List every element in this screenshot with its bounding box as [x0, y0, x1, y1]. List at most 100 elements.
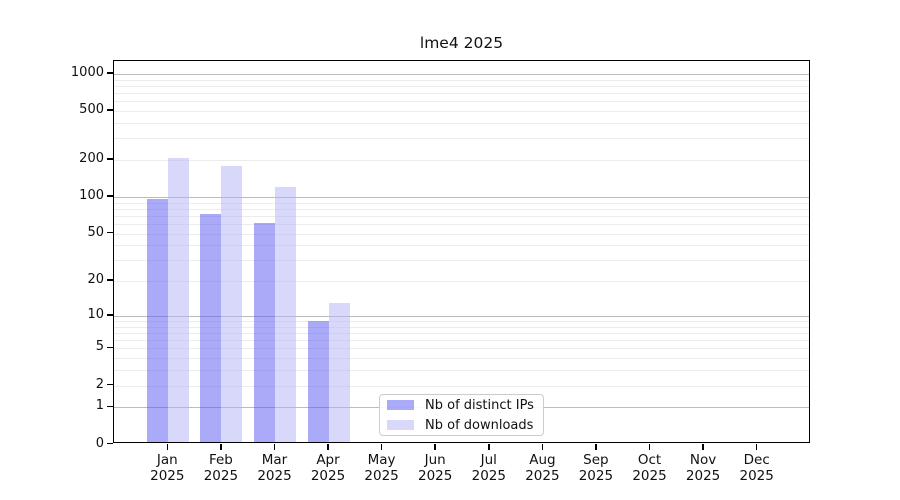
- y-tick-mark-0: [107, 442, 113, 445]
- x-tick-mark-nov: [702, 444, 704, 450]
- gridline-minor-70: [114, 215, 809, 217]
- x-tick-label-apr: Apr 2025: [300, 452, 356, 484]
- gridline-minor-30: [114, 260, 809, 262]
- x-tick-label-may: May 2025: [354, 452, 410, 484]
- legend-row-distinct-ips: Nb of distinct IPs: [380, 396, 543, 414]
- x-tick-mark-jun: [434, 444, 436, 450]
- x-tick-mark-may: [380, 444, 383, 450]
- x-tick-year-sep: 2025: [578, 468, 614, 484]
- x-tick-year-jul: 2025: [471, 468, 506, 484]
- gridline-minor-80: [114, 208, 809, 210]
- gridline-minor-500: [114, 111, 809, 113]
- chart-title: lme4 2025: [419, 34, 504, 52]
- x-tick-mark-apr: [327, 444, 329, 450]
- legend-swatch-downloads: [387, 420, 414, 430]
- y-tick-label-1000: 1000: [70, 64, 104, 80]
- x-tick-label-aug: Aug 2025: [514, 452, 570, 484]
- y-tick-label-1: 1: [95, 398, 104, 414]
- x-tick-mark-jan: [166, 444, 169, 450]
- x-tick-mark-sep: [595, 444, 597, 450]
- gridline-major-10: [114, 315, 809, 317]
- gridlines-layer: [114, 61, 809, 442]
- gridline-minor-90: [114, 202, 809, 204]
- gridline-minor-7: [114, 333, 809, 334]
- gridline-minor-60: [114, 224, 809, 225]
- gridline-minor-400: [114, 123, 809, 124]
- x-tick-label-feb: Feb 2025: [193, 452, 249, 484]
- x-tick-mark-mar: [273, 444, 276, 450]
- y-tick-mark-500: [107, 109, 113, 111]
- x-tick-month-jul: Jul: [480, 452, 497, 468]
- gridline-major-1000: [114, 73, 809, 75]
- x-tick-label-sep: Sep 2025: [568, 452, 624, 484]
- x-tick-mark-feb: [220, 444, 222, 450]
- x-tick-month-jun: Jun: [424, 452, 446, 468]
- bar-nb-of-downloads-jan: [167, 158, 189, 443]
- gridline-major-100: [114, 197, 809, 198]
- y-tick-mark-1: [107, 405, 113, 408]
- x-tick-year-nov: 2025: [685, 468, 721, 484]
- x-tick-mark-jul: [488, 444, 490, 450]
- gridline-minor-900: [114, 79, 809, 81]
- x-tick-year-apr: 2025: [310, 468, 346, 484]
- y-tick-mark-100: [107, 195, 113, 197]
- x-tick-label-dec: Dec 2025: [729, 452, 785, 484]
- x-tick-label-jul: Jul 2025: [461, 452, 517, 484]
- x-tick-month-oct: Oct: [637, 452, 662, 468]
- bar-nb-of-downloads-apr: [328, 303, 350, 443]
- x-tick-mark-oct: [648, 444, 651, 450]
- y-tick-label-0: 0: [95, 435, 104, 451]
- y-tick-mark-1000: [107, 72, 113, 74]
- bar-nb-of-downloads-feb: [221, 166, 243, 443]
- y-tick-mark-20: [107, 279, 113, 281]
- x-tick-year-jun: 2025: [418, 468, 453, 484]
- gridline-minor-50: [114, 233, 809, 235]
- bar-nb-of-distinct-ips-apr: [307, 321, 329, 443]
- legend: Nb of distinct IPs Nb of downloads: [379, 394, 544, 436]
- bar-nb-of-distinct-ips-mar: [254, 223, 275, 443]
- bar-nb-of-distinct-ips-jan: [146, 198, 168, 443]
- x-tick-month-dec: Dec: [743, 452, 770, 468]
- x-tick-mark-dec: [755, 444, 758, 450]
- y-tick-label-100: 100: [79, 188, 104, 203]
- legend-row-downloads: Nb of downloads: [380, 416, 543, 434]
- x-tick-label-jan: Jan 2025: [139, 452, 195, 484]
- y-tick-mark-50: [107, 231, 113, 234]
- gridline-minor-40: [114, 245, 809, 247]
- gridline-minor-3: [114, 370, 809, 372]
- x-tick-label-mar: Mar 2025: [247, 452, 303, 484]
- x-tick-month-jan: Jan: [156, 452, 178, 468]
- y-tick-label-20: 20: [87, 272, 104, 288]
- plot-area: [113, 60, 810, 443]
- gridline-minor-20: [114, 281, 809, 283]
- x-tick-year-oct: 2025: [632, 468, 667, 484]
- x-tick-label-oct: Oct 2025: [622, 452, 678, 484]
- y-tick-label-5: 5: [95, 339, 104, 355]
- x-tick-year-feb: 2025: [203, 468, 239, 484]
- y-tick-mark-10: [107, 314, 113, 316]
- gridline-minor-9: [114, 321, 809, 322]
- legend-label-distinct-ips: Nb of distinct IPs: [425, 397, 534, 413]
- gridline-minor-800: [114, 85, 809, 87]
- bars-layer: [114, 61, 809, 443]
- y-tick-mark-200: [107, 158, 113, 160]
- gridline-minor-200: [114, 160, 809, 162]
- bar-nb-of-distinct-ips-feb: [200, 214, 222, 443]
- y-tick-label-10: 10: [87, 306, 104, 322]
- legend-swatch-distinct-ips: [387, 400, 414, 410]
- x-tick-label-nov: Nov 2025: [675, 452, 731, 484]
- gridline-minor-8: [114, 326, 809, 328]
- x-tick-year-aug: 2025: [525, 468, 560, 484]
- x-tick-mark-aug: [541, 444, 544, 450]
- x-tick-month-mar: Mar: [261, 452, 288, 468]
- bar-nb-of-downloads-mar: [275, 186, 296, 443]
- x-tick-month-sep: Sep: [583, 452, 609, 468]
- gridline-minor-5: [114, 348, 809, 350]
- x-tick-month-aug: Aug: [529, 452, 556, 468]
- x-tick-year-dec: 2025: [739, 468, 774, 484]
- x-tick-year-may: 2025: [364, 468, 399, 484]
- gridline-minor-2: [114, 385, 809, 387]
- y-tick-label-500: 500: [79, 102, 104, 118]
- gridline-minor-700: [114, 93, 809, 95]
